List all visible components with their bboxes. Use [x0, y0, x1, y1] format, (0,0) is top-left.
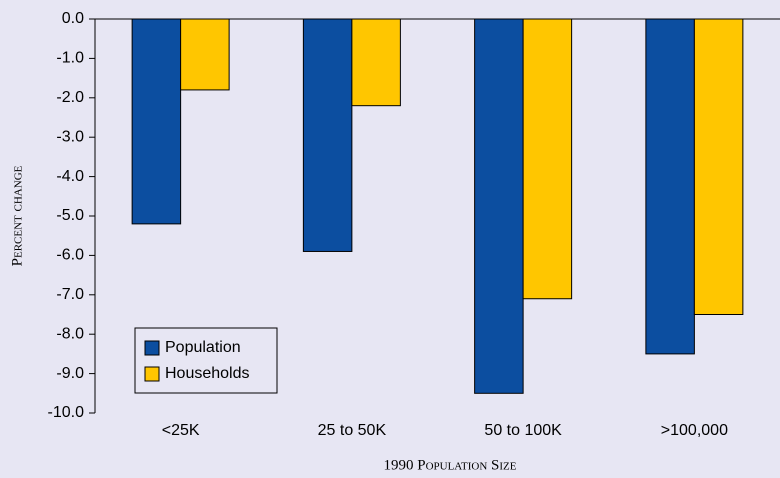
legend-label: Population — [165, 339, 241, 356]
x-tick-label: >100,000 — [661, 422, 728, 439]
y-axis-label: Percent change — [9, 165, 25, 266]
y-tick-label: -7.0 — [56, 286, 84, 303]
bar — [645, 18, 695, 355]
y-tick-label: -10.0 — [48, 404, 85, 421]
legend-label: Households — [165, 365, 250, 382]
y-tick-label: -3.0 — [56, 128, 84, 145]
y-tick-label: -9.0 — [56, 365, 84, 382]
bar — [180, 18, 230, 91]
bar — [131, 18, 182, 225]
x-tick-label: 25 to 50K — [318, 422, 387, 439]
bar — [302, 18, 353, 252]
x-tick-label: <25K — [162, 422, 200, 439]
y-tick-label: -5.0 — [56, 207, 84, 224]
y-tick-label: -4.0 — [56, 168, 84, 185]
bar — [474, 18, 524, 394]
bar — [693, 18, 744, 315]
legend-swatch — [144, 366, 160, 382]
bar — [522, 18, 573, 300]
y-tick-label: -8.0 — [56, 325, 84, 342]
bar — [351, 18, 401, 107]
legend-swatch — [144, 340, 160, 356]
y-tick-label: -1.0 — [56, 50, 84, 67]
legend-box — [134, 327, 278, 394]
y-tick-label: 0.0 — [62, 10, 84, 27]
x-tick-label: 50 to 100K — [484, 422, 562, 439]
y-tick-label: -6.0 — [56, 247, 84, 264]
y-tick-label: -2.0 — [56, 89, 84, 106]
x-axis-label: 1990 Population Size — [383, 457, 516, 473]
